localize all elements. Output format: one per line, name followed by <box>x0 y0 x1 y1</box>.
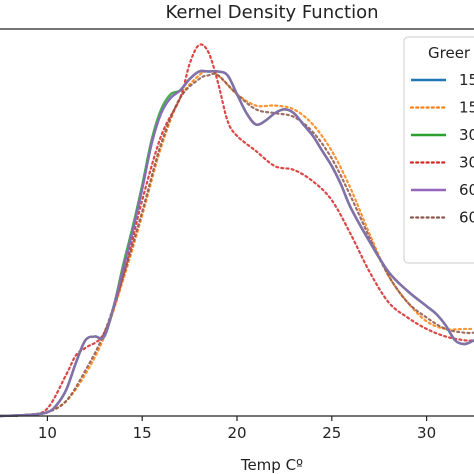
legend-box <box>403 36 474 264</box>
x-tick-label: 30 <box>417 424 436 442</box>
legend-label-5: 60 <box>459 209 474 227</box>
x-ticks: 10 15 20 25 30 <box>38 416 436 442</box>
legend-label-4: 60 <box>459 181 474 199</box>
legend: Greer 15 15 30 30 60 60 <box>403 36 474 264</box>
x-tick-label: 10 <box>38 424 57 442</box>
legend-label-0: 15 <box>459 71 474 89</box>
legend-label-1: 15 <box>459 99 474 117</box>
series-line-4 <box>0 69 474 418</box>
series-line-3 <box>0 43 474 418</box>
legend-label-2: 30 <box>459 126 474 144</box>
legend-title: Greer <box>428 44 471 62</box>
x-tick-label: 25 <box>322 424 341 442</box>
chart-title: Kernel Density Function <box>166 2 379 23</box>
legend-items: 15 15 30 30 60 60 <box>409 71 474 227</box>
legend-label-3: 30 <box>459 154 474 172</box>
series-layer <box>0 43 474 418</box>
x-tick-label: 15 <box>133 424 152 442</box>
x-tick-label: 20 <box>227 424 246 442</box>
x-axis-label: Temp Cº <box>240 456 303 474</box>
